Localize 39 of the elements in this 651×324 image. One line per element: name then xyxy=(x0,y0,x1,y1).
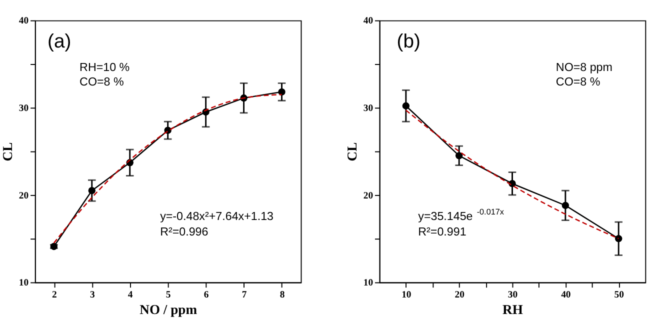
x-tick-label: 5 xyxy=(166,289,171,300)
y-tick-label: 10 xyxy=(363,278,374,289)
annotation: (b) xyxy=(396,30,421,52)
x-tick-label: 40 xyxy=(561,289,571,300)
y-tick-label: 40 xyxy=(18,16,29,27)
x-tick-label: 20 xyxy=(454,289,465,300)
point xyxy=(278,88,286,96)
annotation: RH=10 % xyxy=(80,60,130,74)
annotation: NO=8 ppm xyxy=(556,60,612,74)
y-tick-label: 10 xyxy=(18,278,29,289)
point xyxy=(402,102,410,110)
x-tick-label: 7 xyxy=(242,289,247,300)
x-axis-title: NO / ppm xyxy=(140,302,198,317)
annotation: y=-0.48x²+7.64x+1.13 xyxy=(160,210,274,224)
point xyxy=(615,235,622,242)
point xyxy=(562,202,570,210)
x-tick-label: 4 xyxy=(128,289,133,300)
y-tick-label: 40 xyxy=(363,16,374,27)
x-tick-label: 2 xyxy=(52,289,57,300)
x-tick-label: 10 xyxy=(402,289,412,300)
annotation: R²=0.991 xyxy=(418,226,466,239)
y-axis-title: CL xyxy=(0,142,16,162)
x-tick-label: 6 xyxy=(204,289,209,300)
y-tick-label: 20 xyxy=(18,190,29,202)
annotation: CO=8 % xyxy=(80,75,124,88)
y-tick-label: 30 xyxy=(18,103,29,114)
x-tick-label: 30 xyxy=(508,289,518,300)
y-axis-title: CL xyxy=(344,142,360,162)
x-axis-title: RH xyxy=(502,302,524,317)
annotation: (a) xyxy=(48,30,72,52)
y-tick-label: 30 xyxy=(363,103,374,114)
x-tick-label: 8 xyxy=(280,289,285,300)
point xyxy=(456,152,463,160)
point xyxy=(88,187,96,194)
x-tick-label: 50 xyxy=(614,289,624,300)
annotation: CO=8 % xyxy=(556,75,600,88)
x-tick-label: 3 xyxy=(90,289,95,300)
annotation: R²=0.996 xyxy=(160,226,208,239)
y-tick-label: 20 xyxy=(363,190,374,202)
